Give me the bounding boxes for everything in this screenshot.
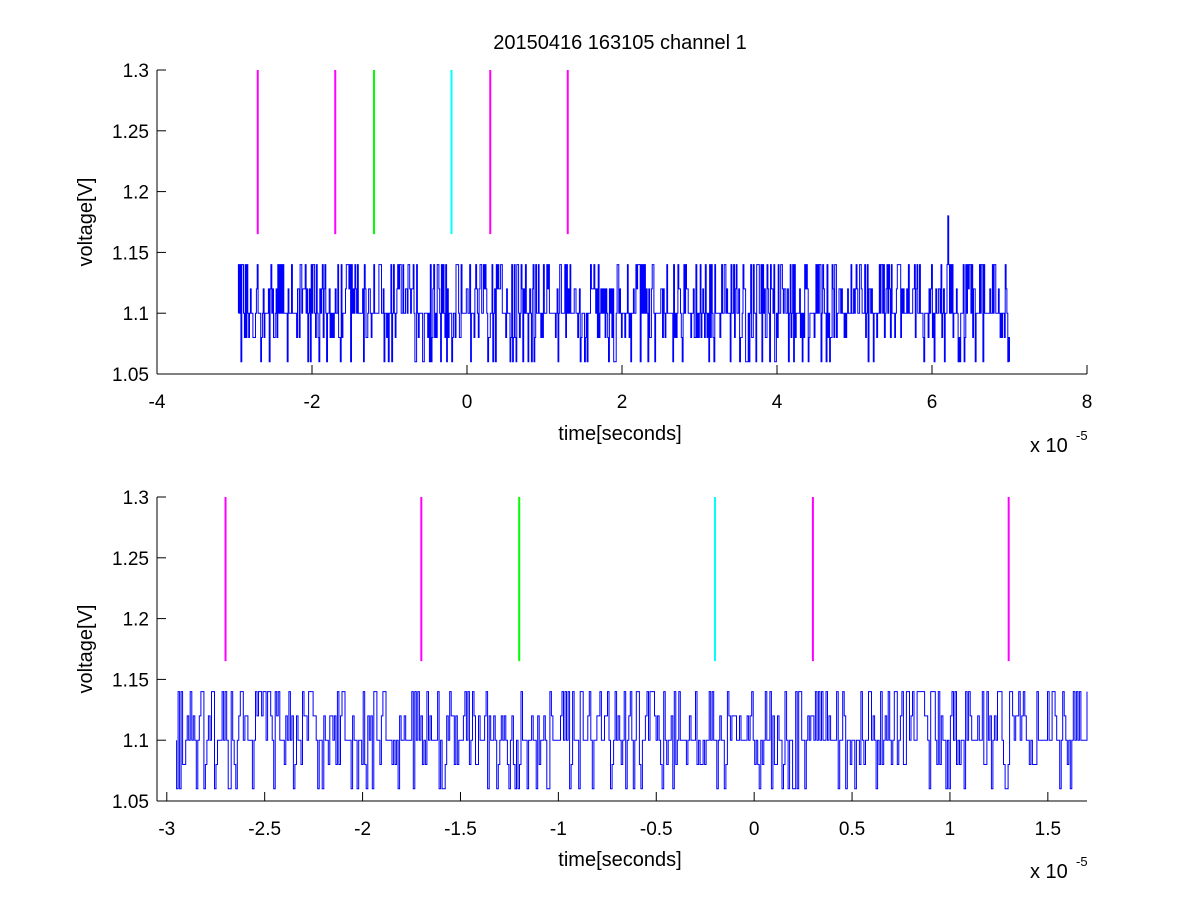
x-tick-label: 0.5 <box>839 819 865 840</box>
x-tick-label: -2 <box>304 392 321 413</box>
x-tick-label: 0 <box>749 819 760 840</box>
y-tick-label: 1.05 <box>112 792 149 813</box>
x-tick-label: -0.5 <box>640 819 673 840</box>
top-axes: 1.05 1.1 1.15 1.2 1.25 1.3 -4 -2 0 2 4 6 8 time[secon… <box>75 61 1092 457</box>
x-tick-label: -2 <box>354 819 371 840</box>
x-multiplier-exponent: -5 <box>1076 428 1088 443</box>
x-multiplier-exponent: -5 <box>1076 854 1088 869</box>
y-tick-label: 1.25 <box>112 122 149 143</box>
y-tick-label: 1.2 <box>123 610 149 631</box>
y-tick-label: 1.15 <box>112 243 149 264</box>
x-tick-label: 0 <box>462 392 473 413</box>
y-tick-label: 1.3 <box>123 488 149 509</box>
x-tick-label: -4 <box>149 392 166 413</box>
x-tick-label: 8 <box>1082 392 1093 413</box>
chart-title: 20150416 163105 channel 1 <box>493 32 747 54</box>
y-tick-label: 1.1 <box>123 731 149 752</box>
x-tick-label: 4 <box>772 392 783 413</box>
x-axis-label: time[seconds] <box>558 423 681 445</box>
x-tick-label: 1 <box>945 819 956 840</box>
x-tick-label: 1.5 <box>1035 819 1061 840</box>
signal-trace <box>176 691 1088 790</box>
x-tick-label: -2.5 <box>248 819 281 840</box>
x-tick-label: 2 <box>617 392 628 413</box>
y-tick-label: 1.3 <box>123 61 149 82</box>
y-axis-label: voltage[V] <box>75 605 97 694</box>
x-multiplier-label: x 10 <box>1030 435 1068 457</box>
y-tick-label: 1.05 <box>112 365 149 386</box>
y-axis-label: voltage[V] <box>75 178 97 267</box>
x-tick-label: -3 <box>158 819 175 840</box>
signal-trace <box>237 215 1010 363</box>
y-tick-label: 1.25 <box>112 549 149 570</box>
bottom-axes: 1.05 1.1 1.15 1.2 1.25 1.3 -3 -2.5 -2 -1.5 -1 -0.5 0… <box>75 488 1088 883</box>
y-tick-label: 1.2 <box>123 183 149 204</box>
y-tick-label: 1.1 <box>123 304 149 325</box>
x-tick-label: 6 <box>927 392 938 413</box>
x-axis-label: time[seconds] <box>558 849 681 871</box>
x-multiplier-label: x 10 <box>1030 861 1068 883</box>
x-tick-label: -1.5 <box>444 819 477 840</box>
y-tick-label: 1.15 <box>112 670 149 691</box>
x-tick-label: -1 <box>550 819 567 840</box>
